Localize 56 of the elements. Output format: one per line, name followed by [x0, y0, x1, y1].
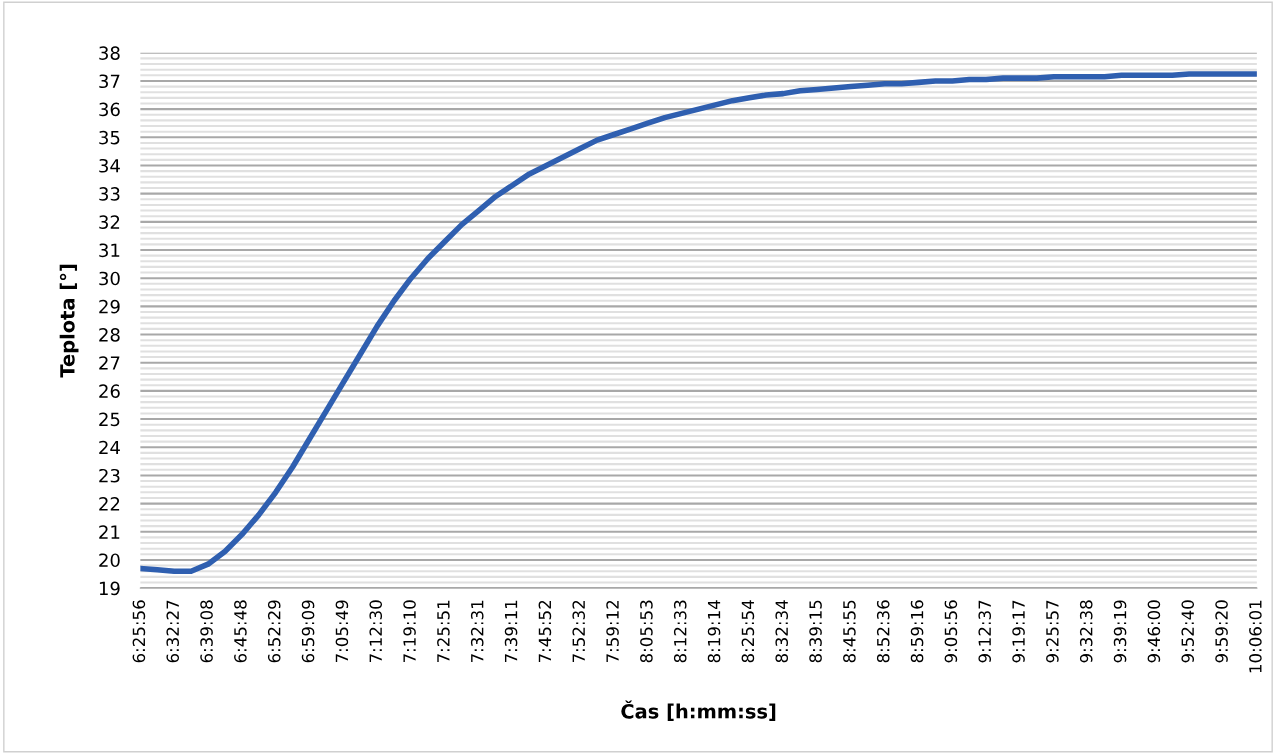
x-tick-label: 7:59:12 [606, 600, 619, 663]
x-tick-label: 8:45:55 [843, 600, 856, 663]
y-tick-label: 19 [99, 581, 120, 596]
x-tick-label: 7:39:11 [504, 600, 518, 663]
y-tick-label: 21 [99, 525, 120, 539]
x-tick-label: 7:19:10 [403, 600, 416, 663]
x-tick-label: 8:05:53 [640, 600, 653, 663]
x-tick-label: 8:12:33 [673, 600, 687, 663]
x-tick-label: 9:12:37 [978, 600, 992, 663]
x-tick-label: 9:59:20 [1215, 600, 1228, 663]
y-tick-label: 30 [99, 271, 120, 286]
x-tick-label: 6:25:56 [132, 600, 146, 663]
y-tick-label: 36 [99, 102, 120, 117]
x-tick-label: 8:39:15 [809, 600, 822, 663]
y-tick-label: 34 [99, 158, 120, 173]
y-tick-label: 28 [99, 328, 120, 342]
x-tick-label: 8:59:16 [910, 600, 924, 663]
x-tick-label: 7:05:49 [335, 600, 349, 663]
x-tick-label: 9:32:38 [1079, 600, 1093, 663]
x-tick-label: 9:19:17 [1012, 600, 1025, 663]
y-tick-label: 26 [99, 384, 120, 399]
x-tick-label: 9:39:19 [1113, 600, 1127, 663]
y-axis-title: Teplota [°] [59, 264, 79, 378]
x-tick-label: 8:52:36 [876, 600, 890, 663]
y-tick-label: 20 [99, 553, 120, 568]
y-tick-label: 22 [99, 497, 120, 511]
x-tick-label: 9:52:40 [1181, 600, 1195, 663]
x-tick-label: 9:25:57 [1046, 600, 1059, 663]
y-tick-label: 29 [99, 299, 120, 314]
x-tick-label: 6:52:29 [267, 600, 281, 663]
y-tick-label: 27 [99, 356, 120, 370]
x-tick-label: 9:46:00 [1147, 600, 1161, 663]
y-tick-label: 23 [99, 468, 120, 483]
x-tick-label: 6:32:27 [166, 600, 180, 663]
x-tick-label: 6:39:08 [200, 600, 213, 663]
x-tick-label: 8:19:14 [707, 600, 721, 663]
x-tick-label: 8:32:34 [775, 600, 789, 663]
y-tick-label: 25 [99, 412, 120, 427]
x-axis-title: Čas [h:mm:ss] [621, 700, 776, 721]
y-tick-label: 33 [99, 187, 120, 201]
y-tick-label: 31 [99, 243, 120, 258]
y-tick-label: 24 [99, 440, 120, 455]
y-tick-label: 37 [99, 74, 120, 89]
y-tick-label: 32 [99, 215, 120, 229]
x-tick-label: 10:06:01 [1249, 600, 1262, 673]
x-tick-label: 9:05:56 [944, 600, 958, 663]
x-tick-label: 7:45:52 [538, 600, 552, 663]
x-tick-label: 6:45:48 [234, 600, 247, 663]
x-tick-label: 7:25:51 [437, 600, 450, 663]
x-tick-label: 7:32:31 [470, 600, 484, 663]
y-tick-label: 35 [99, 130, 120, 145]
x-tick-label: 8:25:54 [741, 600, 755, 663]
y-tick-label: 38 [99, 46, 120, 60]
x-tick-label: 6:59:09 [301, 600, 315, 663]
x-tick-label: 7:52:32 [572, 600, 586, 663]
x-tick-label: 7:12:30 [369, 600, 383, 663]
